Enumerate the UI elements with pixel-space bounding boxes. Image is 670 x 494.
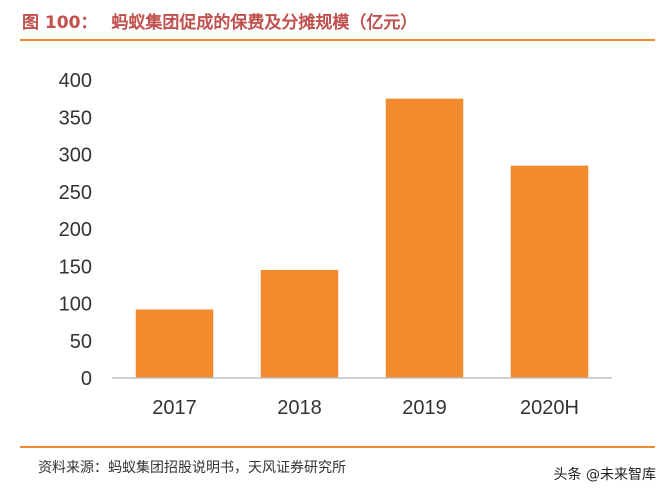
source-note: 资料来源：蚂蚁集团招股说明书，天风证券研究所 [38,460,346,476]
bar-2019 [385,98,464,378]
y-tick-label: 50 [70,331,92,353]
x-tick-label: 2018 [277,397,322,419]
bar-chart: 0 50 100 150 200 250 300 350 400 2017 2018 2019 2020… [59,70,612,419]
figure-title-text: 蚂蚁集团促成的保费及分摊规模（亿元） [111,13,418,33]
y-tick-label: 100 [59,294,92,316]
bar-2020H [510,165,589,378]
figure-number: 图 100： [22,13,98,33]
y-tick-label: 250 [59,182,92,204]
watermark: 头条 @未来智库 [553,467,656,483]
bottom-divider [20,446,655,448]
top-divider [20,39,655,41]
y-tick-label: 350 [59,107,92,129]
y-tick-label: 0 [81,368,92,390]
y-tick-label: 200 [59,219,92,241]
bar-2017 [135,309,214,378]
figure-title: 图 100： 蚂蚁集团促成的保费及分摊规模（亿元） [22,8,417,33]
y-tick-label: 300 [59,145,92,167]
x-tick-label: 2020H [520,397,579,419]
x-tick-label: 2019 [402,397,447,419]
bar-2018 [260,269,339,378]
x-tick-label: 2017 [152,397,197,419]
y-tick-label: 150 [59,256,92,278]
y-tick-label: 400 [59,70,92,92]
